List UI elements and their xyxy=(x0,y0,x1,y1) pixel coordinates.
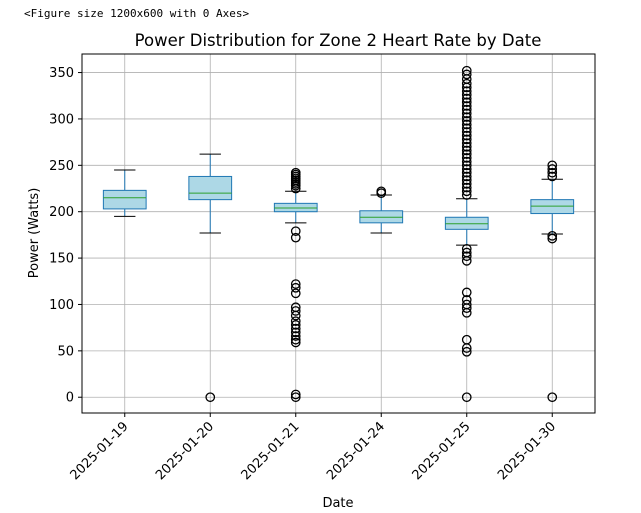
outlier-point xyxy=(461,392,472,403)
outlier-point xyxy=(461,86,472,96)
outlier-point xyxy=(290,392,301,403)
x-axis-label: Date xyxy=(322,496,353,511)
plot-area-frame xyxy=(81,53,596,414)
outlier-point xyxy=(461,108,472,119)
y-tick-label: 350 xyxy=(49,66,74,81)
y-tick-label: 200 xyxy=(49,205,74,220)
box-2025-01-25 xyxy=(444,65,489,403)
y-tick-label: 250 xyxy=(49,159,74,174)
outlier-point xyxy=(461,164,472,174)
box-2025-01-30 xyxy=(530,160,575,403)
outlier-point xyxy=(461,179,472,189)
outlier-point xyxy=(461,145,472,156)
outlier-point xyxy=(547,233,558,244)
outlier-point xyxy=(461,69,472,80)
outlier-point xyxy=(547,167,558,178)
outlier-point xyxy=(461,130,472,141)
outlier-point xyxy=(461,119,472,130)
chart-title: Power Distribution for Zone 2 Heart Rate… xyxy=(135,31,542,50)
outlier-point xyxy=(461,256,472,266)
box-2025-01-19 xyxy=(102,169,147,217)
box-2025-01-20 xyxy=(188,153,233,403)
outlier-point xyxy=(461,138,472,148)
outlier-point xyxy=(290,389,301,400)
outlier-point xyxy=(461,190,472,200)
outlier-point xyxy=(290,320,301,330)
outlier-point xyxy=(290,331,301,341)
outlier-point xyxy=(547,164,558,174)
outlier-point xyxy=(290,306,301,316)
outlier-point xyxy=(461,167,472,178)
outlier-point xyxy=(461,89,472,100)
box-2025-01-24 xyxy=(359,186,404,234)
outlier-point xyxy=(461,97,472,108)
outlier-point xyxy=(547,171,558,182)
outlier-point xyxy=(461,78,472,89)
outlier-point xyxy=(461,346,472,357)
outlier-point xyxy=(461,127,472,137)
outlier-point xyxy=(461,287,472,298)
grid-lines xyxy=(82,54,595,413)
outlier-point xyxy=(547,230,558,241)
outlier-point xyxy=(376,186,387,197)
outlier-point xyxy=(461,175,472,186)
outlier-point xyxy=(461,171,472,182)
outlier-point xyxy=(290,167,301,178)
outlier-point xyxy=(290,323,301,334)
outlier-point xyxy=(461,123,472,134)
outlier-point xyxy=(290,226,301,237)
outlier-point xyxy=(290,310,301,321)
outlier-point xyxy=(461,115,472,126)
outlier-point xyxy=(461,101,472,111)
figure-size-output: <Figure size 1200x600 with 0 Axes> xyxy=(24,7,250,20)
outlier-point xyxy=(290,282,301,293)
x-tick-label: 2025-01-30 xyxy=(495,419,559,483)
outlier-point xyxy=(461,82,472,93)
boxes xyxy=(102,65,575,403)
x-tick-label: 2025-01-20 xyxy=(153,419,217,483)
outlier-point xyxy=(461,149,472,160)
y-tick-label: 50 xyxy=(57,344,74,359)
y-tick-label: 0 xyxy=(66,391,74,406)
y-tick-label: 150 xyxy=(49,252,74,267)
outlier-point xyxy=(461,343,472,353)
x-tick-label: 2025-01-21 xyxy=(239,419,303,483)
outlier-point xyxy=(461,141,472,152)
outlier-point xyxy=(205,392,216,403)
outlier-point xyxy=(290,327,301,338)
x-tick-label: 2025-01-19 xyxy=(68,419,132,483)
box-body xyxy=(102,189,147,210)
outlier-point xyxy=(290,337,301,348)
outlier-point xyxy=(461,104,472,115)
outlier-point xyxy=(290,334,301,345)
outlier-point xyxy=(461,251,472,262)
outlier-point xyxy=(290,279,301,289)
box-2025-01-21 xyxy=(273,167,318,403)
outlier-point xyxy=(461,153,472,163)
outlier-point xyxy=(290,232,301,243)
outlier-point xyxy=(461,160,472,171)
y-tick-label: 300 xyxy=(49,112,74,127)
outlier-point xyxy=(461,93,472,104)
outlier-point xyxy=(461,112,472,122)
y-axis-label: Power (Watts) xyxy=(27,188,42,279)
outlier-point xyxy=(461,307,472,318)
x-tick-label: 2025-01-25 xyxy=(410,419,474,483)
box-body xyxy=(188,175,233,201)
outlier-point xyxy=(461,134,472,145)
outlier-point xyxy=(461,182,472,193)
outlier-point xyxy=(290,316,301,327)
outlier-point xyxy=(461,303,472,314)
outlier-point xyxy=(547,160,558,171)
outlier-point xyxy=(461,243,472,254)
outlier-point xyxy=(547,392,558,403)
outlier-point xyxy=(461,186,472,197)
x-tick-label: 2025-01-24 xyxy=(324,419,388,483)
axis-ticks: 0 50 100 150 200 250 300 350 2025-01-19 2025-01-2… xyxy=(49,66,559,483)
outlier-point xyxy=(461,156,472,167)
y-tick-label: 100 xyxy=(49,298,74,313)
outlier-point xyxy=(290,288,301,299)
